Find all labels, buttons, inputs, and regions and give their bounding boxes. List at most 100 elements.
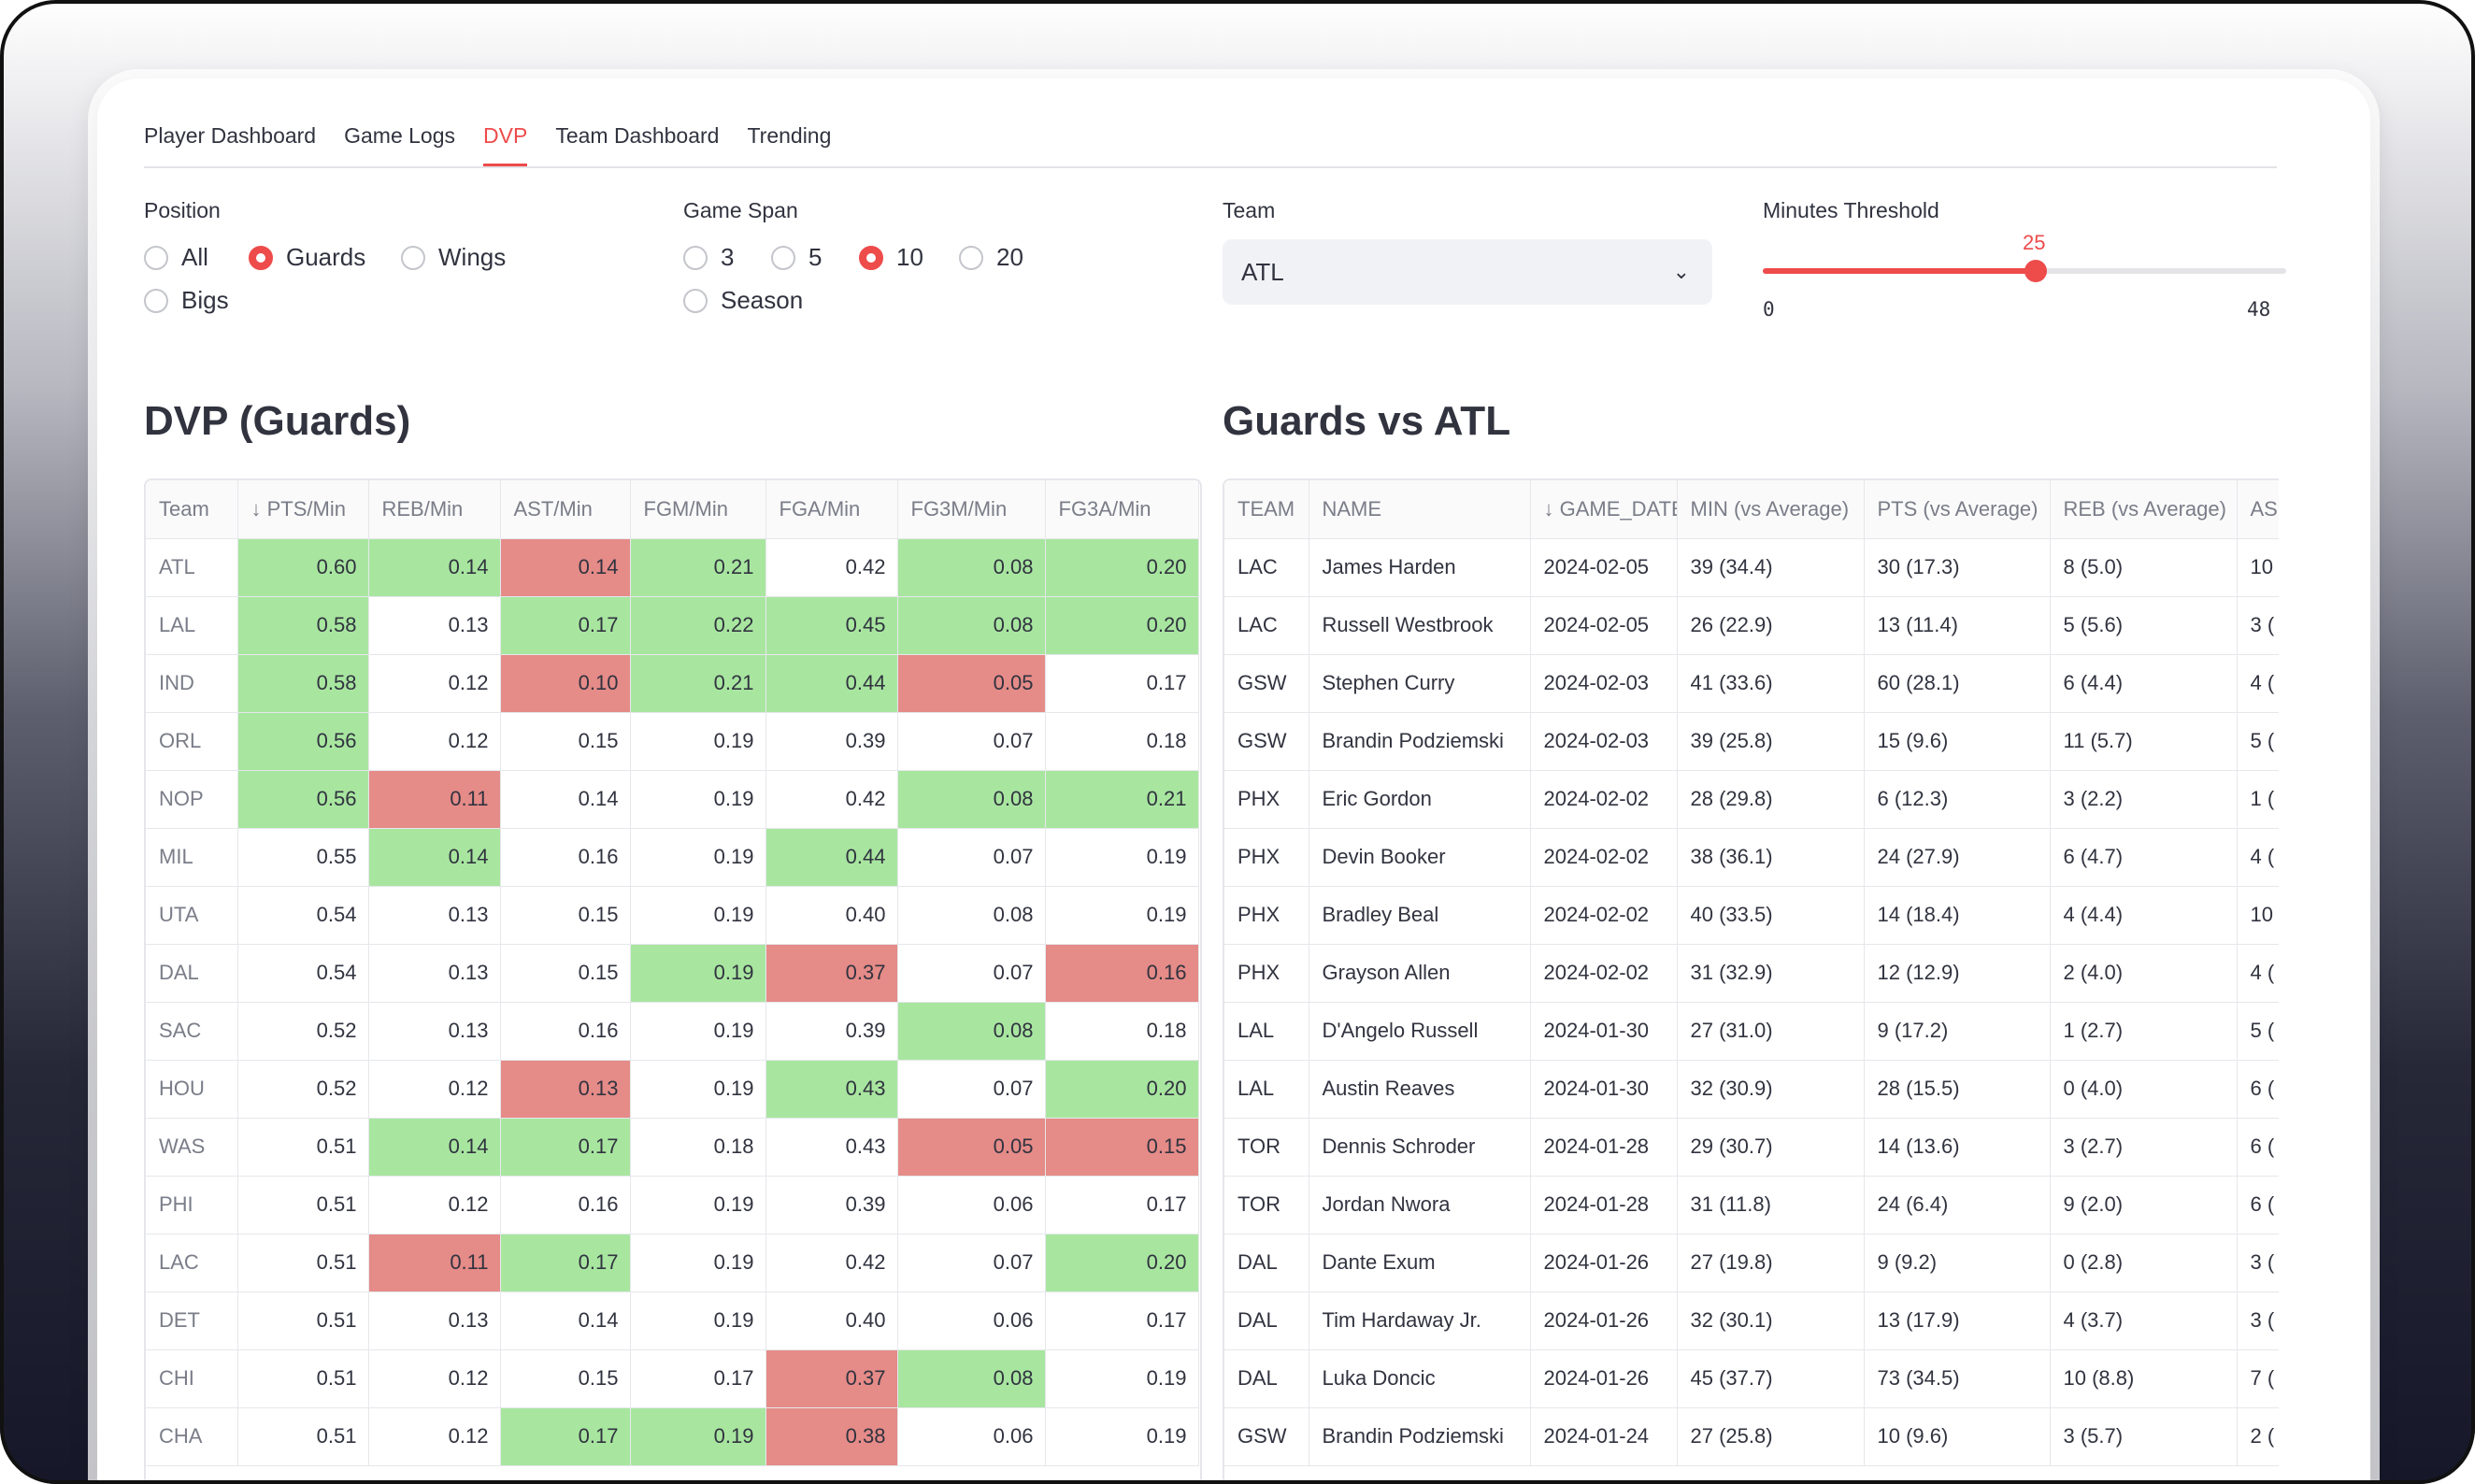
game-cell: Jordan Nwora — [1309, 1176, 1531, 1234]
stat-cell: 0.19 — [630, 770, 766, 829]
game-cell: 10 (8.8) — [2050, 1349, 2238, 1408]
game-cell: 3 ( — [2237, 596, 2279, 655]
team-select[interactable]: ATL ⌄ — [1223, 239, 1712, 305]
table-row: LAL 0.58 0.13 0.17 0.22 0.45 0.08 0.20 — [146, 596, 1199, 655]
stat-cell: 0.17 — [500, 1234, 631, 1292]
games-column-header[interactable]: MIN (vs Average) — [1677, 480, 1865, 539]
stat-cell: 0.18 — [1045, 1002, 1199, 1061]
game-span-radio-season[interactable]: Season — [683, 286, 803, 315]
game-cell: 3 (5.7) — [2050, 1407, 2238, 1466]
dvp-column-header[interactable]: FG3M/Min — [897, 480, 1046, 539]
game-cell: 29 (30.7) — [1677, 1118, 1865, 1177]
stat-cell: 0.14 — [368, 538, 501, 597]
table-row: PHX Bradley Beal 2024-02-02 40 (33.5) 14 (18… — [1224, 886, 2279, 945]
radio-icon — [683, 245, 708, 270]
game-cell: 3 (2.7) — [2050, 1118, 2238, 1177]
games-column-header[interactable]: AS — [2237, 480, 2279, 539]
dvp-column-header[interactable]: FGM/Min — [630, 480, 766, 539]
table-row: GSW Stephen Curry 2024-02-03 41 (33.6) 60 (2… — [1224, 654, 2279, 713]
stat-cell: 0.13 — [500, 1060, 631, 1119]
tab-trending[interactable]: Trending — [747, 123, 832, 148]
game-cell: 14 (18.4) — [1864, 886, 2051, 945]
team-cell: MIL — [146, 828, 238, 887]
radio-icon — [144, 288, 168, 313]
games-column-header[interactable]: ↓ GAME_DATE — [1530, 480, 1678, 539]
table-row: LAL Austin Reaves 2024-01-30 32 (30.9) 28 (1… — [1224, 1060, 2279, 1119]
table-row: IND 0.58 0.12 0.10 0.21 0.44 0.05 0.17 — [146, 654, 1199, 713]
game-cell: 2024-02-02 — [1530, 886, 1678, 945]
stat-cell: 0.07 — [897, 1234, 1046, 1292]
dvp-column-header[interactable]: FG3A/Min — [1045, 480, 1199, 539]
minutes-slider[interactable] — [1763, 260, 2286, 282]
dvp-table: Team ↓ PTS/Min REB/Min AST/Min FGM/Min FGA/Mi… — [144, 478, 1202, 1484]
position-radio-all[interactable]: All — [144, 243, 208, 272]
stat-cell: 0.19 — [1045, 886, 1199, 945]
table-row: DET 0.51 0.13 0.14 0.19 0.40 0.06 0.17 — [146, 1291, 1199, 1350]
game-cell: 28 (15.5) — [1864, 1060, 2051, 1119]
dvp-column-header[interactable]: FGA/Min — [765, 480, 898, 539]
stat-cell: 0.44 — [765, 828, 898, 887]
position-radio-guards[interactable]: Guards — [249, 243, 365, 272]
team-cell: DAL — [146, 944, 238, 1003]
stat-cell: 0.60 — [237, 538, 369, 597]
stat-cell: 0.14 — [368, 828, 501, 887]
stat-cell: 0.43 — [765, 1118, 898, 1177]
dvp-column-header[interactable]: ↓ PTS/Min — [237, 480, 369, 539]
game-cell: TOR — [1224, 1176, 1309, 1234]
games-column-header[interactable]: NAME — [1309, 480, 1531, 539]
tab-player-dashboard[interactable]: Player Dashboard — [144, 123, 317, 148]
game-cell: Devin Booker — [1309, 828, 1531, 887]
stat-cell: 0.19 — [630, 944, 766, 1003]
stat-cell: 0.20 — [1045, 1234, 1199, 1292]
stat-cell: 0.19 — [630, 828, 766, 887]
team-cell: LAL — [146, 596, 238, 655]
stat-cell: 0.19 — [630, 1234, 766, 1292]
table-row: WAS 0.51 0.14 0.17 0.18 0.43 0.05 0.15 — [146, 1118, 1199, 1177]
tab-game-logs[interactable]: Game Logs — [344, 123, 456, 148]
stat-cell: 0.06 — [897, 1291, 1046, 1350]
dvp-heading: DVP (Guards) — [144, 398, 411, 444]
tab-dvp[interactable]: DVP — [483, 110, 528, 166]
tab-team-dashboard[interactable]: Team Dashboard — [555, 123, 720, 148]
stat-cell: 0.45 — [765, 596, 898, 655]
game-cell: 12 (12.9) — [1864, 944, 2051, 1003]
dvp-column-header[interactable]: REB/Min — [368, 480, 501, 539]
slider-thumb[interactable] — [2024, 260, 2047, 282]
game-cell: 2024-02-03 — [1530, 654, 1678, 713]
game-cell: GSW — [1224, 654, 1309, 713]
stat-cell: 0.16 — [500, 828, 631, 887]
game-cell: 7 ( — [2237, 1349, 2279, 1408]
game-cell: LAL — [1224, 1002, 1309, 1061]
game-cell: 38 (36.1) — [1677, 828, 1865, 887]
games-column-header[interactable]: PTS (vs Average) — [1864, 480, 2051, 539]
team-cell: PHI — [146, 1176, 238, 1234]
stat-cell: 0.55 — [237, 828, 369, 887]
stat-cell: 0.12 — [368, 712, 501, 771]
game-cell: Stephen Curry — [1309, 654, 1531, 713]
game-cell: 24 (27.9) — [1864, 828, 2051, 887]
game-cell: 45 (37.7) — [1677, 1349, 1865, 1408]
stat-cell: 0.11 — [368, 770, 501, 829]
slider-max-label: 48 — [2247, 298, 2271, 321]
position-radio-wings[interactable]: Wings — [401, 243, 506, 272]
games-column-header[interactable]: TEAM — [1224, 480, 1309, 539]
game-span-radio-5[interactable]: 5 — [771, 243, 822, 272]
position-radio-bigs[interactable]: Bigs — [144, 286, 229, 315]
stat-cell: 0.19 — [1045, 1407, 1199, 1466]
game-span-radio-10[interactable]: 10 — [859, 243, 923, 272]
game-cell: 6 ( — [2237, 1060, 2279, 1119]
stat-cell: 0.56 — [237, 712, 369, 771]
table-row: SAC 0.52 0.13 0.16 0.19 0.39 0.08 0.18 — [146, 1002, 1199, 1061]
game-span-radio-20[interactable]: 20 — [959, 243, 1023, 272]
dvp-column-header[interactable]: AST/Min — [500, 480, 631, 539]
team-cell: WAS — [146, 1118, 238, 1177]
game-cell: 2 (4.0) — [2050, 944, 2238, 1003]
team-cell: UTA — [146, 886, 238, 945]
table-row: GSW Brandin Podziemski 2024-02-03 39 (25.8)… — [1224, 712, 2279, 771]
games-column-header[interactable]: REB (vs Average) — [2050, 480, 2238, 539]
game-span-radio-3[interactable]: 3 — [683, 243, 734, 272]
game-cell: 27 (31.0) — [1677, 1002, 1865, 1061]
table-row: HOU 0.52 0.12 0.13 0.19 0.43 0.07 0.20 — [146, 1060, 1199, 1119]
game-cell: Dennis Schroder — [1309, 1118, 1531, 1177]
dvp-column-header[interactable]: Team — [146, 480, 238, 539]
